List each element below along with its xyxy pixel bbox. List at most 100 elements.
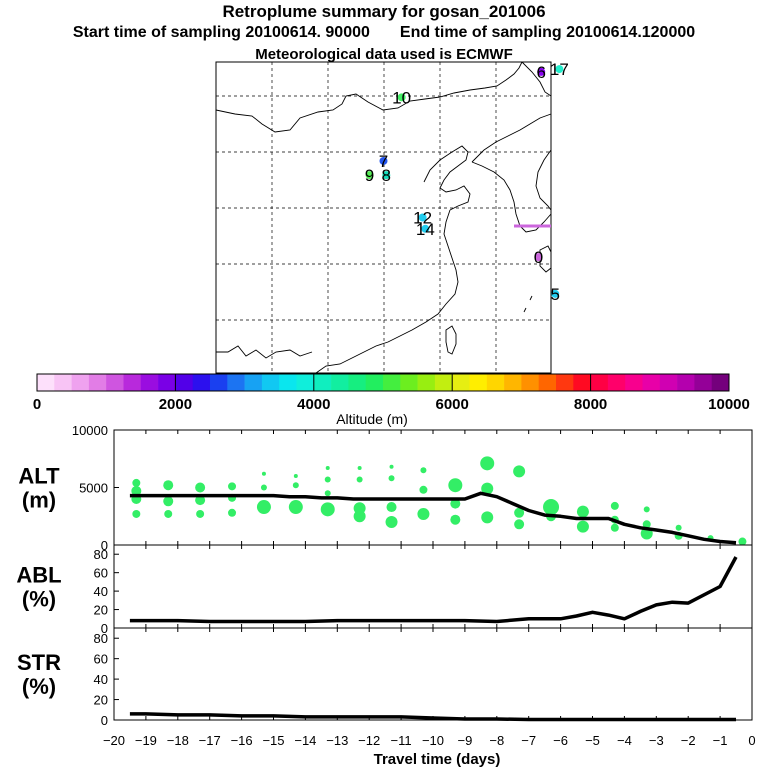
colorbar-cell <box>607 374 626 391</box>
altitude-scatter-point <box>356 476 363 483</box>
x-tick-label: −10 <box>422 733 444 748</box>
y-axis-unit: (m) <box>22 488 56 513</box>
colorbar-cell <box>711 374 730 391</box>
map-frame <box>215 61 552 374</box>
colorbar-cell <box>227 374 245 391</box>
yellow-sea-coast <box>315 209 459 374</box>
panel-frame <box>113 544 753 629</box>
start-time-label: Start time of sampling 20100614. 90000 <box>72 24 370 41</box>
altitude-scatter-point <box>386 502 397 513</box>
altitude-scatter-point <box>163 496 174 507</box>
str-series-line <box>129 712 736 722</box>
colorbar-cell <box>37 374 55 391</box>
altitude-scatter-point <box>132 509 141 518</box>
altitude-scatter-point <box>132 478 141 487</box>
chart-title: Retroplume summary for gosan_201006 <box>222 2 546 21</box>
altitude-scatter-point <box>195 482 206 493</box>
x-tick-label: −13 <box>326 733 348 748</box>
altitude-scatter-point <box>419 485 428 494</box>
y-tick-label: 5000 <box>79 481 108 496</box>
colorbar-cell <box>261 374 280 391</box>
colorbar-cell <box>244 374 263 391</box>
map-marker-label: 12 <box>413 209 432 228</box>
altitude-colorbar: 0 2000 4000 6000 8000 10000 Altitude (m) <box>33 373 750 427</box>
colorbar-cell <box>625 374 643 391</box>
colorbar-cell <box>140 374 159 391</box>
altitude-scatter-point <box>163 480 174 491</box>
y-axis-label: STR <box>17 650 61 675</box>
coastlines <box>215 61 552 374</box>
colorbar-cell <box>123 374 142 391</box>
altitude-scatter-point <box>261 471 266 476</box>
x-tick-label: −16 <box>231 733 253 748</box>
x-tick-label: −4 <box>617 733 632 748</box>
altitude-scatter-point <box>514 507 525 518</box>
southwest-border <box>216 345 313 359</box>
map-marker-label: 9 <box>365 166 374 185</box>
colorbar-cell <box>434 374 453 391</box>
ryukyu <box>523 295 533 313</box>
x-tick-label: −3 <box>649 733 664 748</box>
northern-border <box>215 61 523 133</box>
y-tick-label: 0 <box>101 713 108 728</box>
map-marker-label: 14 <box>416 220 435 239</box>
colorbar-cell <box>175 374 193 391</box>
x-tick-label: −2 <box>681 733 696 748</box>
map-marker-label: 0 <box>534 248 543 267</box>
x-axis-title: Travel time (days) <box>374 751 501 768</box>
alt-series-line <box>129 491 737 545</box>
map-gridlines <box>216 62 551 373</box>
colorbar-cell <box>279 374 297 391</box>
altitude-scatter-point <box>293 474 298 478</box>
colorbar-cell <box>106 374 124 391</box>
colorbar-cell <box>417 374 436 391</box>
altitude-scatter-point <box>320 502 335 517</box>
colorbar-cell <box>694 374 712 391</box>
altitude-scatter-point <box>610 501 619 510</box>
altitude-scatter-point <box>164 509 173 518</box>
altitude-scatter-point <box>576 520 589 533</box>
altitude-scatter-point <box>610 523 619 532</box>
y-axis-label: ALT <box>18 464 60 489</box>
colorbar-cell <box>313 374 332 391</box>
map-marker-dot <box>418 213 427 222</box>
altitude-scatter-point <box>325 465 330 470</box>
map-marker-dot <box>551 289 560 298</box>
east-border <box>521 61 552 97</box>
map-marker-dot <box>555 65 564 74</box>
x-tick-label: −6 <box>553 733 568 748</box>
colorbar-cell <box>659 374 678 391</box>
colorbar-cell <box>556 374 574 391</box>
panel-alt: 0 5000 10000 ALT(m) <box>18 423 753 553</box>
altitude-scatter-point <box>256 500 271 515</box>
y-tick-label: 60 <box>94 566 108 581</box>
altitude-scatter-point <box>388 475 395 482</box>
map-marker-label: 17 <box>550 60 569 79</box>
colorbar-cell <box>590 374 609 391</box>
x-tick-label: −1 <box>713 733 728 748</box>
altitude-scatter-point <box>292 482 299 489</box>
colorbar-cell <box>383 374 401 391</box>
x-tick-label: −5 <box>585 733 600 748</box>
y-tick-label: 80 <box>94 631 108 646</box>
y-tick-label: 80 <box>94 547 108 562</box>
colorbar-tick-label: 0 <box>33 396 41 413</box>
altitude-scatter-point <box>675 524 682 531</box>
colorbar-title: Altitude (m) <box>336 411 408 427</box>
korea-peninsula <box>471 161 552 233</box>
taiwan <box>445 325 457 355</box>
x-tick-label: −9 <box>457 733 472 748</box>
altitude-scatter-point <box>324 476 331 483</box>
japan-kyushu <box>539 245 552 273</box>
altitude-scatter-point <box>450 498 461 509</box>
abl-series-line <box>129 556 738 624</box>
altitude-scatter-point <box>389 464 394 469</box>
altitude-scatter-point <box>513 465 526 478</box>
x-tick-label: −15 <box>262 733 284 748</box>
colorbar-tick-label: 10000 <box>708 396 750 413</box>
altitude-scatter-point <box>480 456 495 471</box>
map-marker-label: 6 <box>536 63 545 82</box>
map-marker-dot <box>534 253 543 262</box>
altitude-scatter-point <box>417 507 430 520</box>
x-tick-label: −12 <box>358 733 380 748</box>
